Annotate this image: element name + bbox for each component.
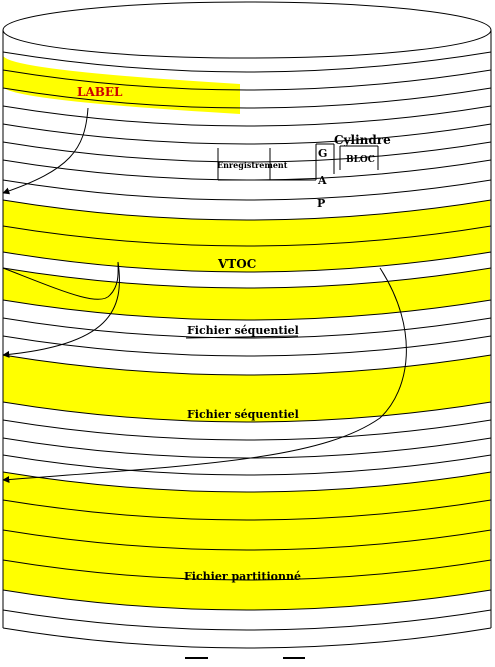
arrows [2, 107, 407, 484]
diagram-labels: LABEL Cylindre BLOC Enregistrement G A P… [77, 85, 391, 583]
fichier-seq-1-underline [185, 335, 299, 339]
arrow-vtoc-loop [2, 261, 119, 300]
cylinder-bottom [2, 627, 492, 649]
cylinder-outline [2, 1, 492, 649]
fichier-seq-2-label: Fichier séquentiel [187, 408, 299, 421]
cylinder-top [2, 1, 492, 59]
track-lines [2, 51, 492, 631]
arrow-label [2, 107, 89, 195]
arrow-vtoc-left [2, 261, 120, 358]
fichier-seq-1-label: Fichier séquentiel [187, 324, 299, 337]
yellow-bands [3, 55, 490, 610]
vtoc-label: VTOC [217, 257, 256, 271]
band-fichier-seq-1 [3, 268, 490, 320]
arrow-vtoc-right [2, 267, 407, 484]
bloc-label: BLOC [346, 155, 375, 165]
g-label: G [318, 147, 327, 160]
a-label: A [317, 174, 327, 187]
enregistrement-label: Enregistrement [217, 160, 288, 170]
record-block-boxes [217, 143, 379, 181]
label-label: LABEL [77, 85, 123, 99]
band-fichier-part [3, 472, 490, 610]
band-vtoc [3, 200, 490, 272]
cylindre-label: Cylindre [334, 133, 391, 147]
p-label: P [317, 197, 325, 210]
band-fichier-seq-2 [3, 355, 490, 422]
fichier-part-label: Fichier partitionné [184, 570, 301, 583]
